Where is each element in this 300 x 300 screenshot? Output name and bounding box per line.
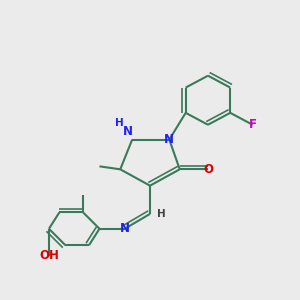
Text: OH: OH <box>39 249 59 262</box>
Text: O: O <box>203 163 213 176</box>
Text: N: N <box>123 125 133 138</box>
Text: F: F <box>248 118 256 131</box>
Text: H: H <box>157 209 166 219</box>
Text: H: H <box>115 118 124 128</box>
Text: N: N <box>164 133 174 146</box>
Text: N: N <box>120 222 130 235</box>
